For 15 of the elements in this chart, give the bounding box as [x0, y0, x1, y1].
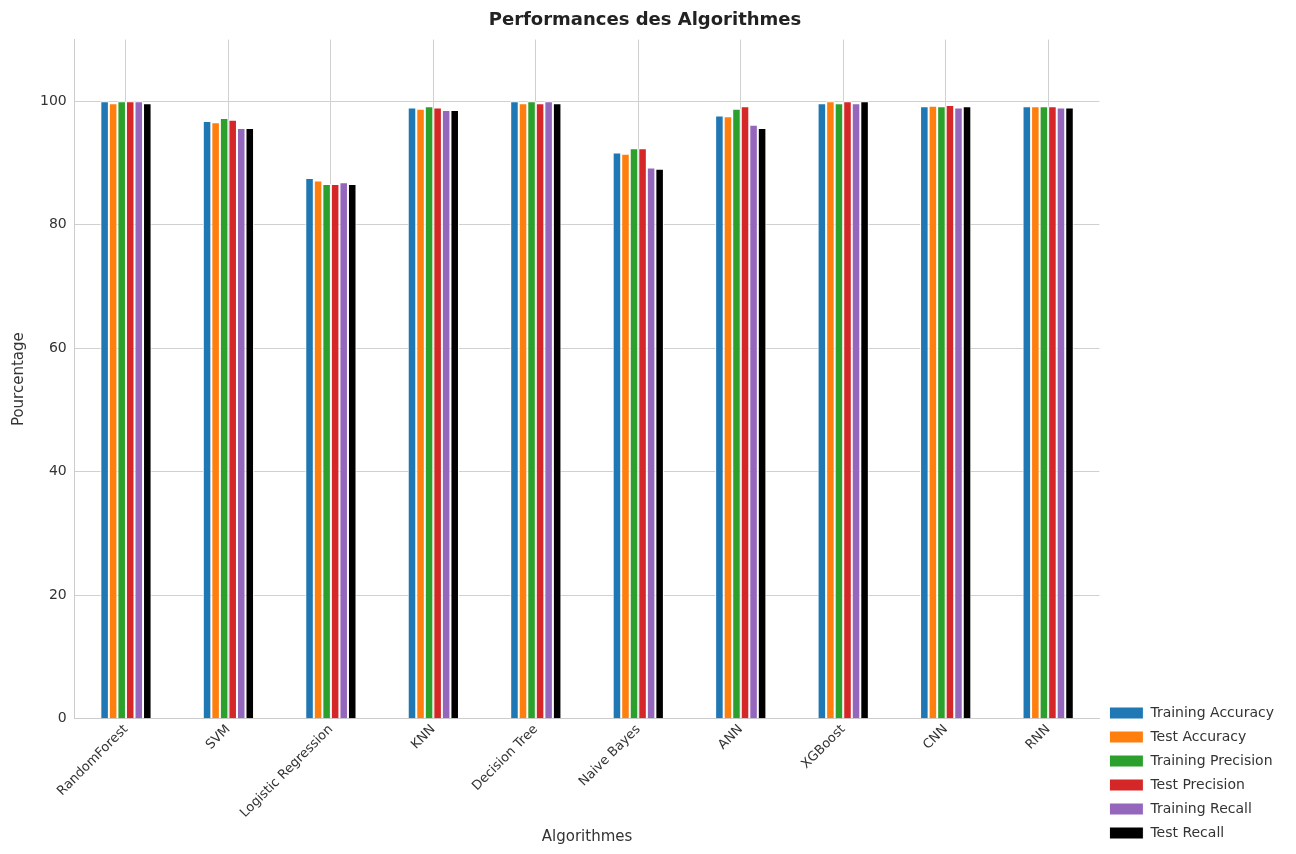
y-axis-title: Pourcentage — [8, 332, 27, 427]
legend-label: Test Recall — [1149, 823, 1225, 840]
legend-label: Training Precision — [1149, 751, 1273, 768]
legend-label: Test Precision — [1149, 775, 1245, 792]
y-tick-label: 60 — [48, 338, 67, 355]
legend-label: Training Accuracy — [1149, 703, 1274, 720]
legend-label: Training Recall — [1149, 799, 1252, 816]
chart-title: Performances des Algorithmes — [488, 8, 802, 30]
y-tick-label: 80 — [48, 215, 67, 232]
legend-label: Test Accuracy — [1149, 727, 1247, 744]
x-axis-title: Algorithmes — [541, 826, 633, 845]
y-tick-label: 0 — [57, 709, 67, 726]
y-tick-label: 100 — [39, 91, 67, 108]
y-tick-label: 40 — [48, 462, 67, 479]
y-tick-label: 20 — [48, 585, 67, 602]
